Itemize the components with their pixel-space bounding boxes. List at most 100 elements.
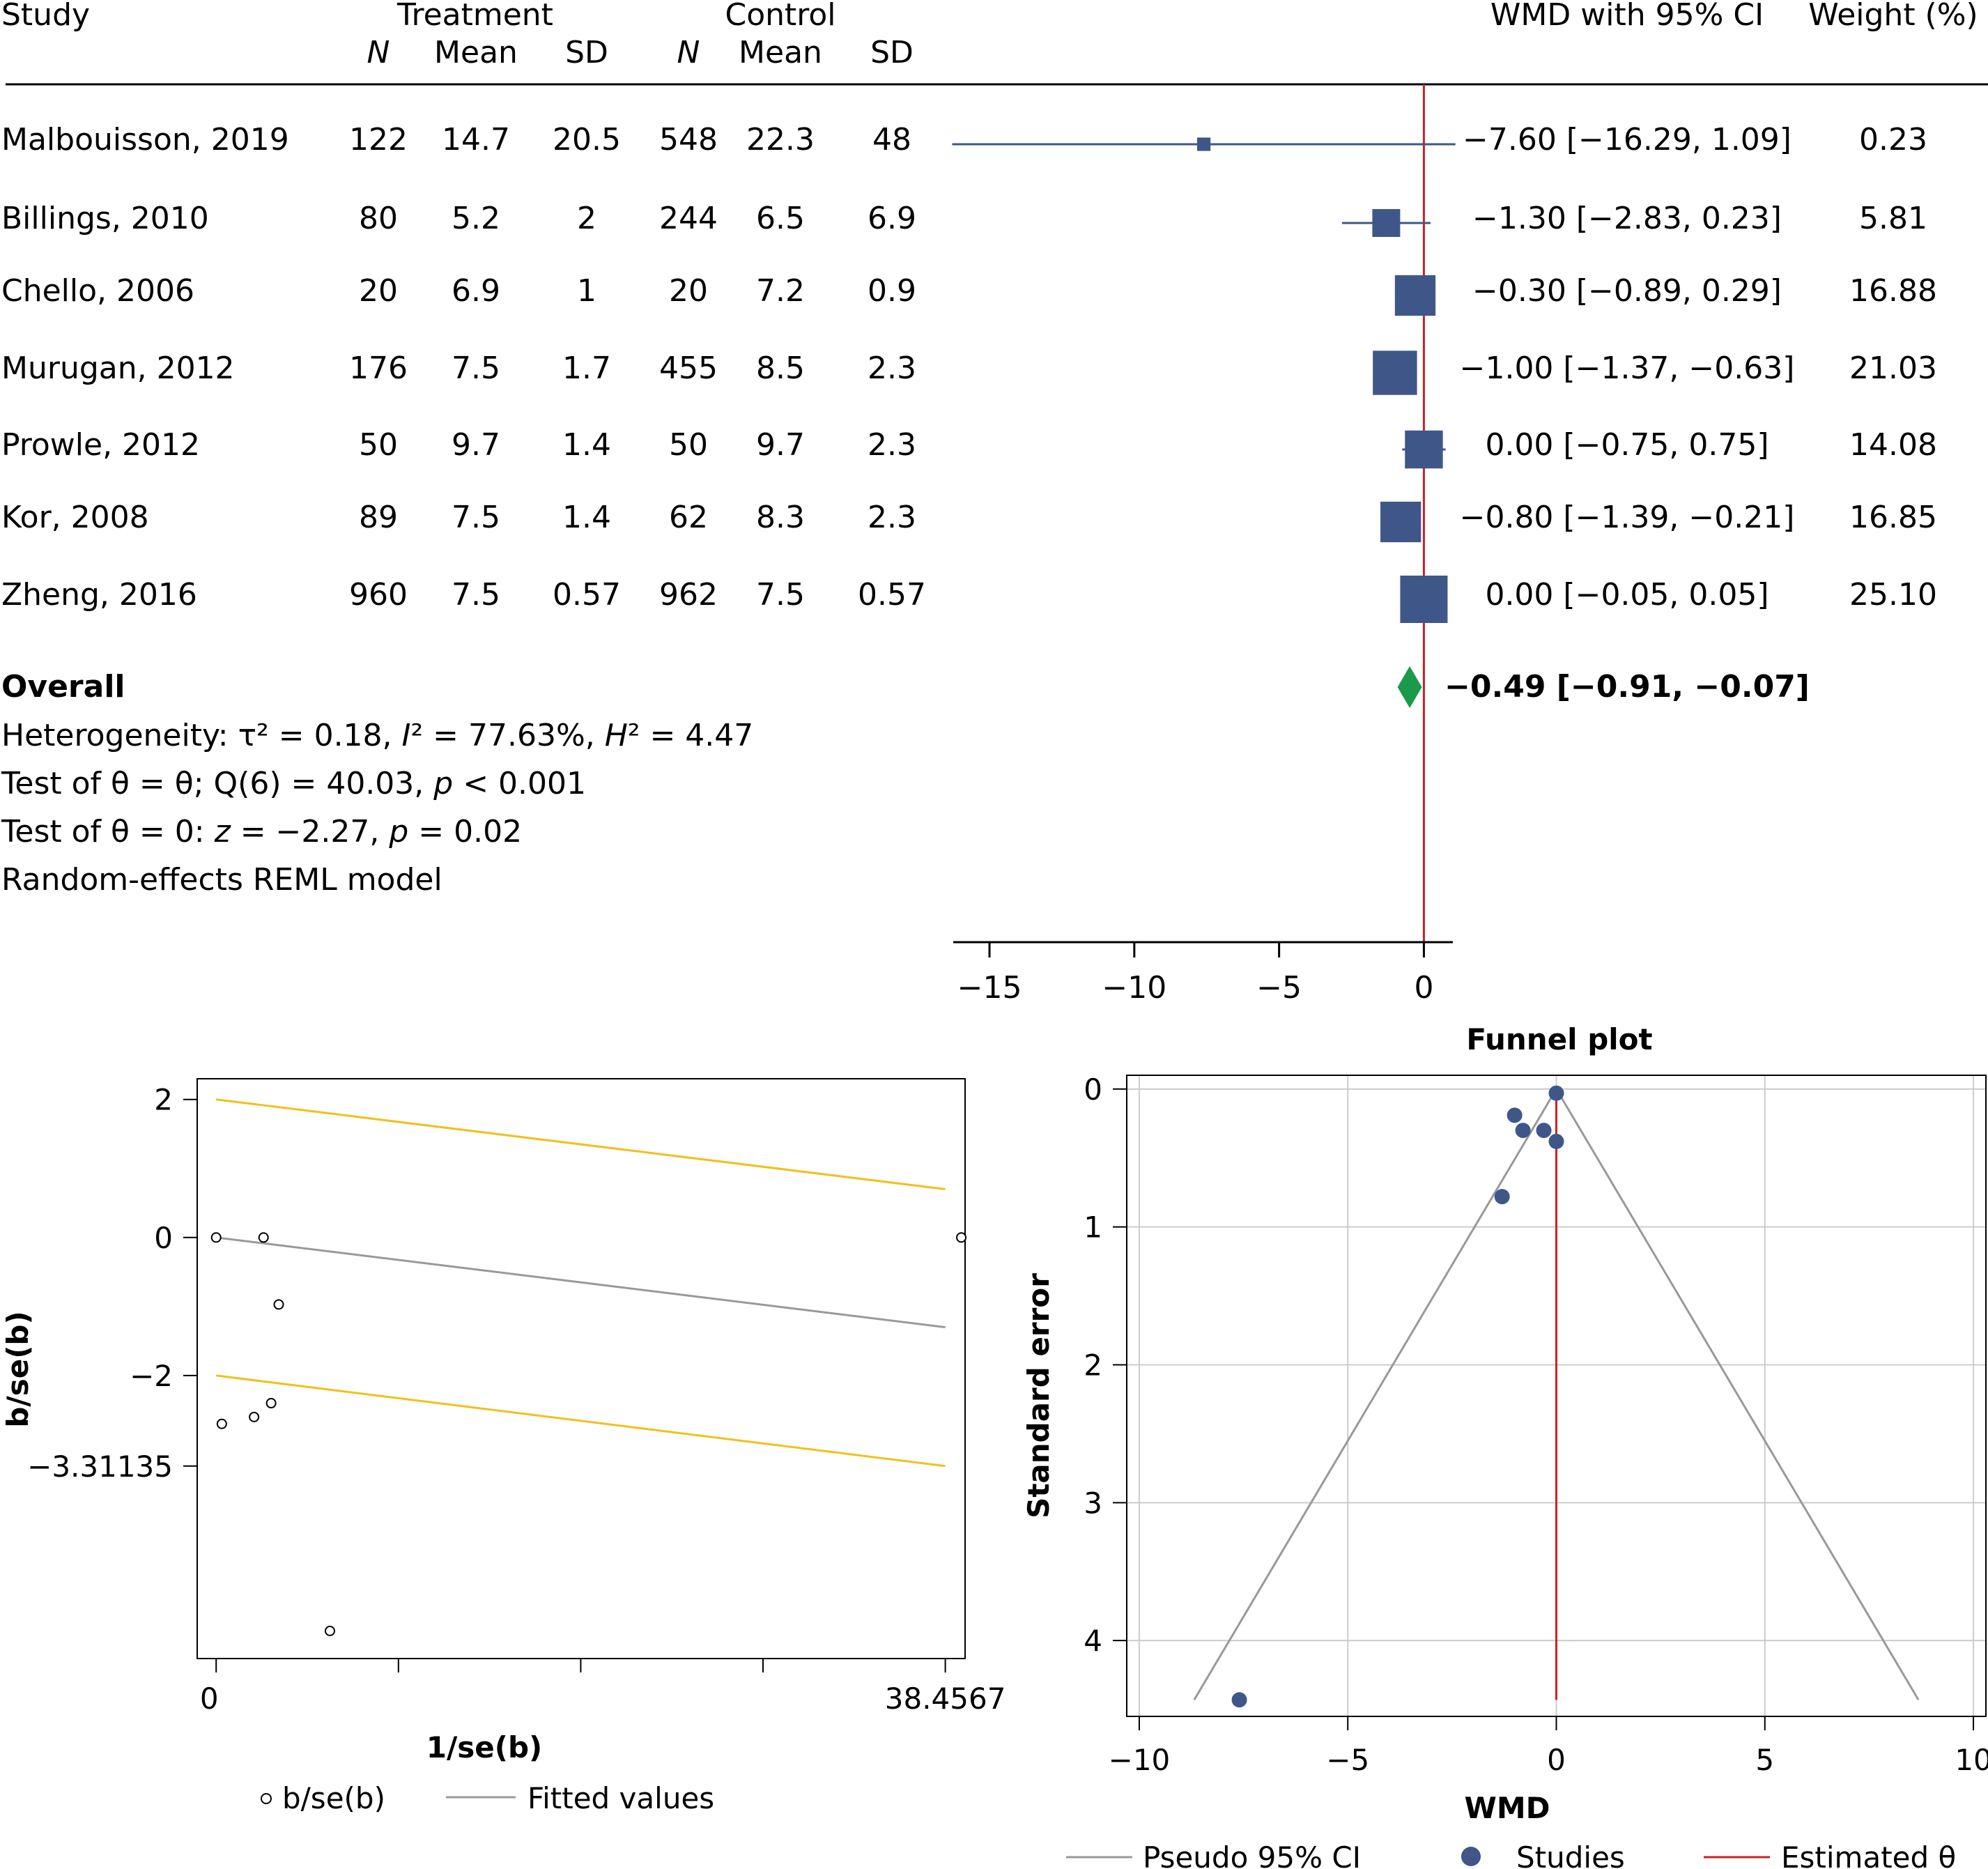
forest-plot: Study Treatment Control N Mean SD N Mean…: [1, 0, 1988, 1006]
header-treatment-n: N: [367, 35, 390, 70]
study-weight: 16.85: [1849, 500, 1937, 535]
galbraith-point: [324, 1625, 335, 1636]
upper-bound-line: [216, 1098, 946, 1190]
funnel-x-label: WMD: [1465, 1791, 1550, 1825]
galbraith-y-label: b/se(b): [1, 1311, 35, 1427]
funnel-study-point: [1515, 1123, 1531, 1139]
study-cell-tsd: 2: [577, 201, 596, 236]
funnel-y-tick-label: 2: [1084, 1348, 1102, 1382]
galbraith-y-tick-label: 0: [154, 1221, 173, 1255]
study-cell-tsd: 1: [577, 273, 596, 309]
header-treatment-sd: SD: [565, 35, 608, 70]
header-study: Study: [1, 0, 90, 33]
galbraith-content: 2 0 −2 −3.31135 0 38.4567: [27, 1083, 1005, 1716]
study-marker: [1400, 576, 1448, 623]
header-control: Control: [725, 0, 835, 33]
study-ci: −0.80 [−1.39, −0.21]: [1460, 500, 1795, 535]
study-cell-cmean: 8.3: [756, 500, 805, 535]
study-cell-tmean: 7.5: [452, 500, 500, 535]
heterogeneity-note: Heterogeneity: τ² = 0.18, I² = 77.63%, H…: [1, 718, 753, 753]
study-weight: 0.23: [1859, 122, 1927, 157]
study-name: Kor, 2008: [1, 500, 149, 535]
header-treatment-mean: Mean: [434, 35, 518, 70]
study-weight: 5.81: [1859, 201, 1927, 236]
funnel-study-point: [1548, 1133, 1564, 1149]
forest-axis-tick-label: −15: [957, 970, 1022, 1006]
study-cell-csd: 48: [872, 122, 911, 157]
study-name: Malbouisson, 2019: [1, 122, 289, 157]
study-name: Billings, 2010: [1, 201, 209, 236]
galbraith-x-tick-label: 0: [200, 1682, 219, 1716]
header-control-n: N: [677, 35, 700, 70]
study-name: Zheng, 2016: [1, 577, 197, 613]
funnel-x-tick-label: 0: [1547, 1743, 1566, 1777]
study-cell-csd: 6.9: [868, 201, 916, 236]
funnel-x-tick-label: 10: [1955, 1743, 1988, 1777]
study-cell-tn: 20: [359, 273, 398, 309]
study-cell-tmean: 9.7: [452, 427, 500, 463]
funnel-study-point: [1494, 1189, 1510, 1205]
header-control-sd: SD: [870, 35, 914, 70]
study-marker: [1372, 209, 1401, 237]
study-cell-tsd: 1.4: [562, 500, 611, 535]
legend-fitted-label: Fitted values: [527, 1781, 714, 1815]
header-weight: Weight (%): [1808, 0, 1978, 33]
overall-diamond: [1397, 666, 1422, 708]
study-cell-cmean: 22.3: [746, 122, 815, 157]
study-cell-cmean: 7.2: [756, 273, 805, 309]
study-cell-cn: 50: [669, 427, 708, 463]
study-cell-cmean: 9.7: [756, 427, 805, 463]
funnel-x-tick-label: −5: [1326, 1743, 1369, 1777]
galbraith-frame: [197, 1078, 966, 1659]
funnel-y-tick-label: 4: [1084, 1624, 1102, 1658]
study-rows: Malbouisson, 2019 122 14.7 20.5 548 22.3 48 −7.…: [1, 122, 1937, 613]
study-cell-tn: 122: [349, 122, 408, 157]
study-marker: [1405, 430, 1443, 469]
funnel-plot: Funnel plot −10 −5 0 5 10 0 1 2 3 4 Standard erro…: [1022, 1022, 1988, 1869]
funnel-x-tick-label: −10: [1109, 1743, 1171, 1777]
study-cell-tmean: 7.5: [452, 577, 500, 613]
funnel-study-point: [1507, 1107, 1523, 1123]
galbraith-point: [210, 1232, 222, 1243]
galbraith-x-tick-label: 38.4567: [885, 1682, 1006, 1716]
header-wmd: WMD with 95% CI: [1490, 0, 1764, 33]
galbraith-x-label: 1/se(b): [426, 1730, 543, 1764]
study-cell-csd: 0.57: [858, 577, 926, 613]
study-cell-tmean: 6.9: [452, 273, 500, 309]
galbraith-y-tick-label: 2: [154, 1083, 173, 1117]
fitted-line: [216, 1236, 946, 1329]
study-cell-tmean: 7.5: [452, 351, 500, 386]
study-cell-tmean: 14.7: [442, 122, 510, 157]
study-cell-tsd: 20.5: [553, 122, 621, 157]
study-cell-tn: 176: [349, 351, 408, 386]
study-cell-cn: 962: [659, 577, 718, 613]
forest-x-axis: −15 −10 −5 0: [953, 941, 1453, 1006]
galbraith-plot: 2 0 −2 −3.31135 0 38.4567 b/se(b) 1/se(b) b/s…: [1, 1078, 1005, 1815]
legend-points-label: b/se(b): [282, 1781, 385, 1815]
header-control-mean: Mean: [739, 35, 822, 70]
header-treatment: Treatment: [396, 0, 553, 33]
study-marker: [1196, 137, 1211, 151]
study-cell-cn: 62: [669, 500, 708, 535]
galbraith-point: [216, 1418, 227, 1429]
model-note: Random-effects REML model: [1, 862, 442, 898]
study-cell-tmean: 5.2: [452, 201, 500, 236]
study-cell-cn: 20: [669, 273, 708, 309]
lower-bound-line: [216, 1374, 946, 1468]
study-ci: 0.00 [−0.05, 0.05]: [1485, 577, 1769, 613]
forest-axis-tick-label: 0: [1414, 970, 1433, 1006]
study-cell-cmean: 8.5: [756, 351, 805, 386]
study-name: Chello, 2006: [1, 273, 194, 309]
legend-theta-label: Estimated θ: [1781, 1840, 1956, 1869]
galbraith-point: [273, 1299, 284, 1310]
funnel-frame: [1126, 1075, 1987, 1717]
study-marker: [1380, 501, 1421, 543]
legend-point-marker: [261, 1793, 272, 1804]
overall-label: Overall: [1, 669, 125, 705]
study-ci: −1.30 [−2.83, 0.23]: [1472, 201, 1782, 236]
funnel-title: Funnel plot: [1466, 1022, 1652, 1056]
funnel-y-label: Standard error: [1022, 1273, 1056, 1518]
galbraith-point: [249, 1411, 260, 1422]
galbraith-point: [956, 1232, 967, 1243]
